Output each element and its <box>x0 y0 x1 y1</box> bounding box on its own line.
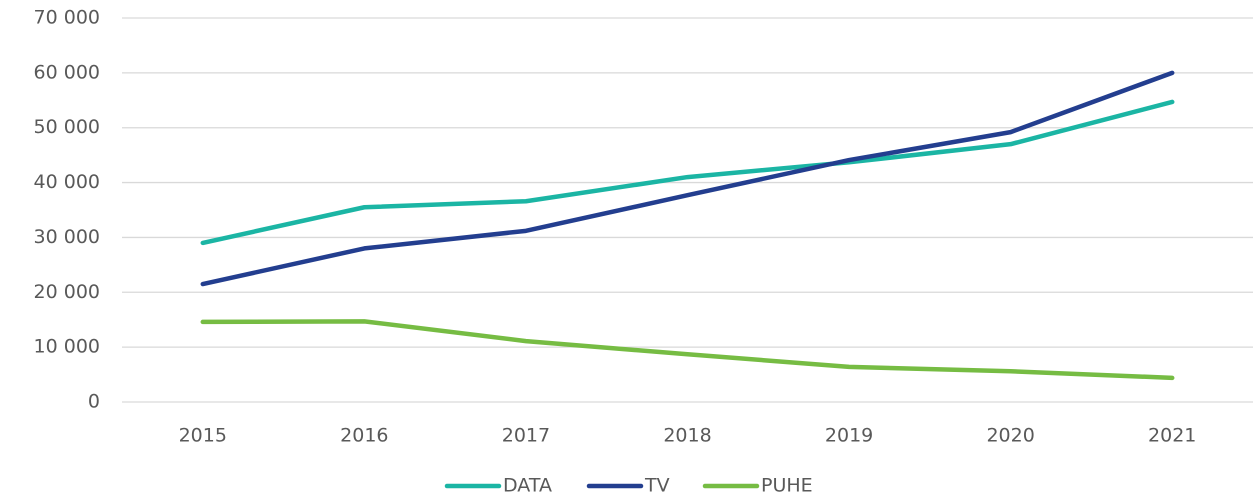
y-tick-label: 40 000 <box>34 171 100 193</box>
x-tick-label: 2020 <box>986 425 1034 447</box>
y-tick-label: 50 000 <box>34 116 100 138</box>
x-tick-label: 2018 <box>663 425 711 447</box>
y-tick-label: 30 000 <box>34 226 100 248</box>
x-tick-label: 2015 <box>179 425 227 447</box>
y-tick-label: 70 000 <box>34 7 100 29</box>
series-line <box>200 99 1175 246</box>
y-tick-label: 60 000 <box>34 61 100 83</box>
x-tick-label: 2017 <box>502 425 550 447</box>
series-line <box>200 70 1175 287</box>
y-tick-label: 10 000 <box>34 336 100 358</box>
x-tick-label: 2019 <box>825 425 873 447</box>
x-tick-label: 2021 <box>1148 425 1196 447</box>
legend-label: TV <box>644 475 670 497</box>
y-tick-label: 20 000 <box>34 281 100 303</box>
y-tick-label: 0 <box>88 391 100 413</box>
legend-label: PUHE <box>761 475 813 497</box>
x-tick-label: 2016 <box>340 425 388 447</box>
series-line <box>200 319 1175 381</box>
legend-label: DATA <box>503 475 552 497</box>
